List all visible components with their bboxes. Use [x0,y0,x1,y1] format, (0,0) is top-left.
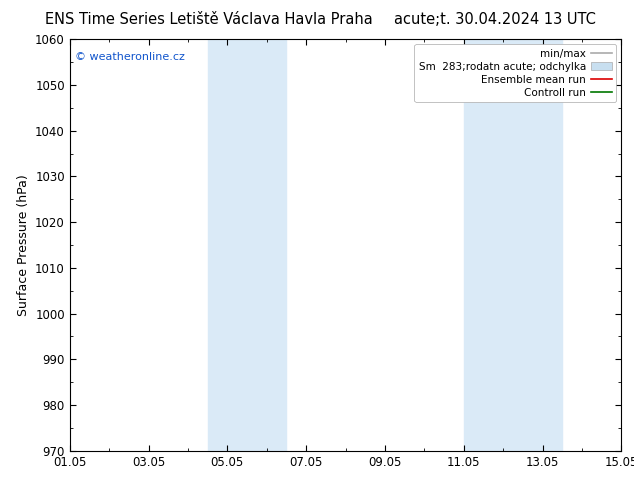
Legend: min/max, Sm  283;rodatn acute; odchylka, Ensemble mean run, Controll run: min/max, Sm 283;rodatn acute; odchylka, … [415,45,616,102]
Text: ENS Time Series Letiště Václava Havla Praha: ENS Time Series Letiště Václava Havla Pr… [46,12,373,27]
Y-axis label: Surface Pressure (hPa): Surface Pressure (hPa) [16,174,30,316]
Text: acute;t. 30.04.2024 13 UTC: acute;t. 30.04.2024 13 UTC [394,12,595,27]
Text: © weatheronline.cz: © weatheronline.cz [75,51,185,62]
Bar [207,39,287,451]
Bar [463,39,562,451]
